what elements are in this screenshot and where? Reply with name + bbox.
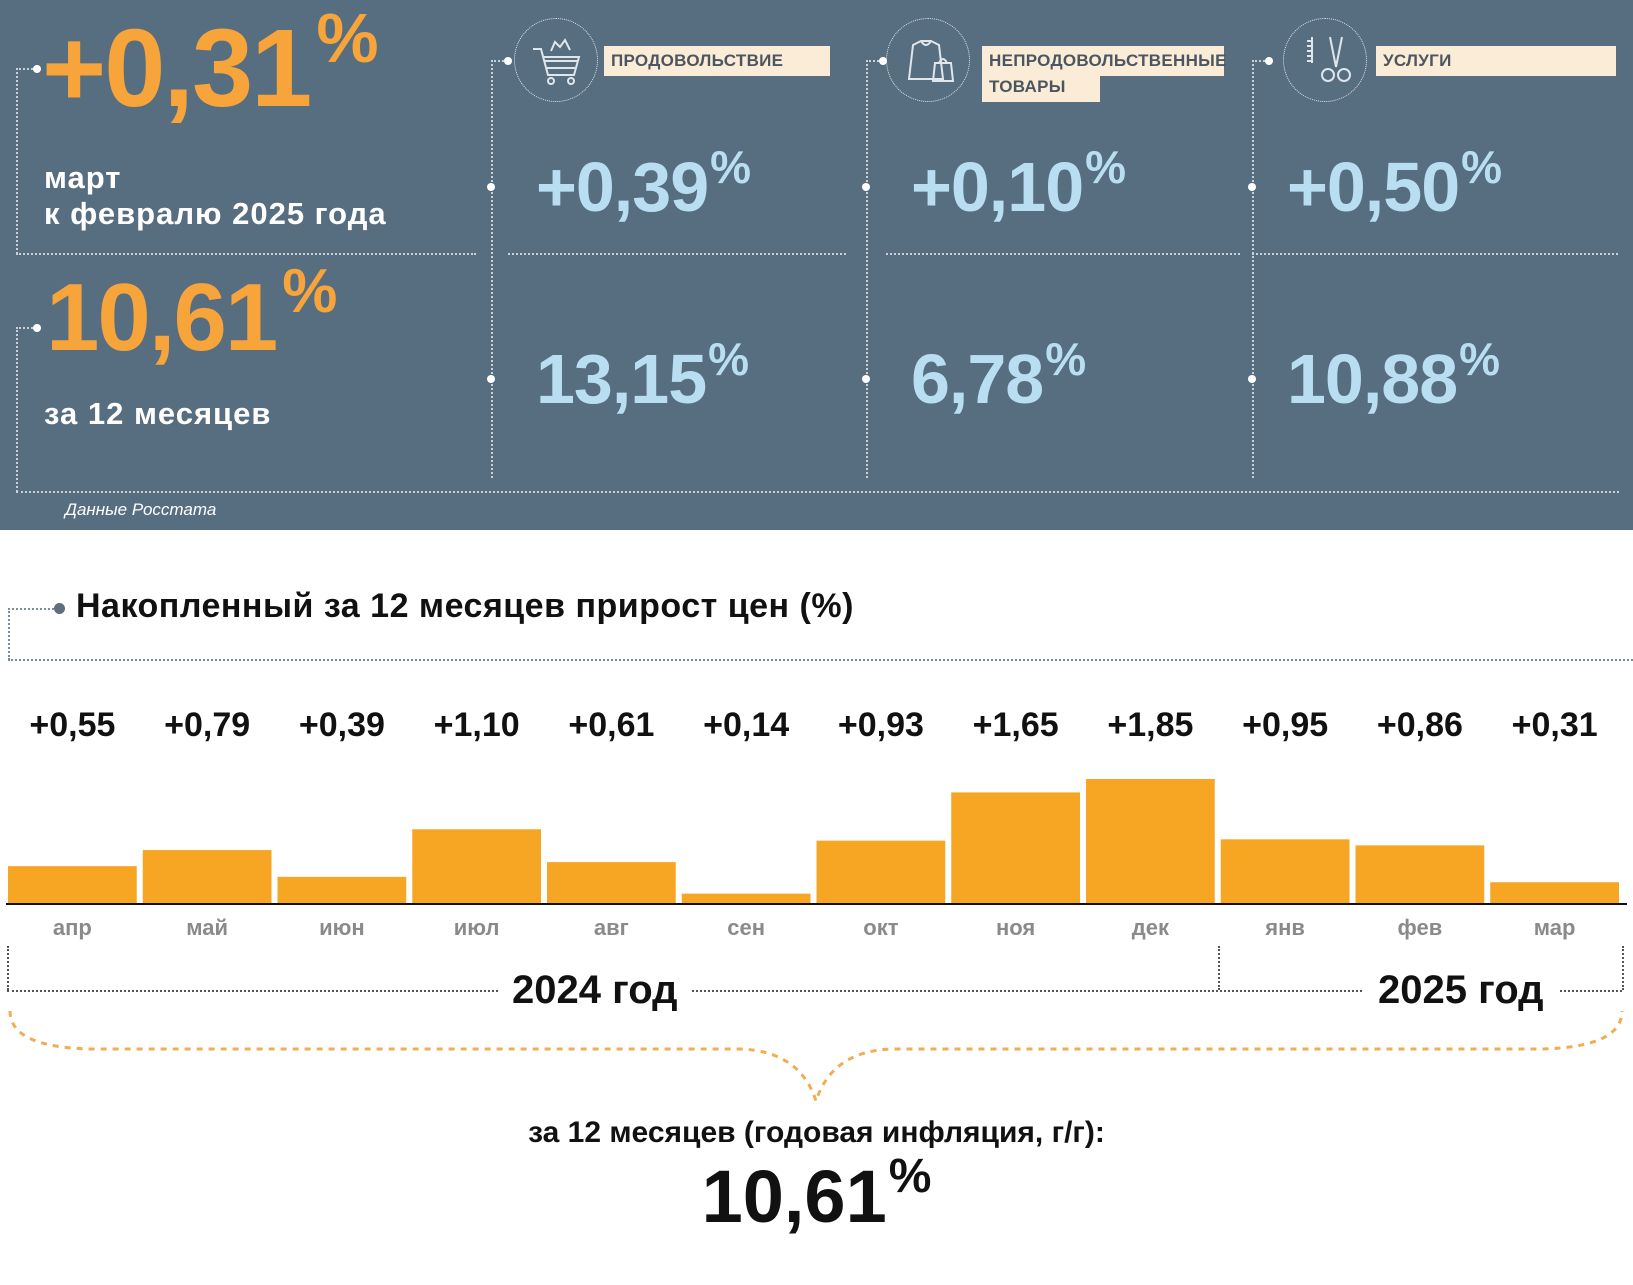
bar-июн <box>277 876 407 903</box>
bar-дек <box>1086 779 1215 903</box>
frame-line <box>1252 253 1618 255</box>
monthly-cpi-label: март к февралю 2025 года <box>44 160 387 231</box>
value-label-авг: +0,61 <box>568 706 654 744</box>
month-label-мар: мар <box>1534 915 1576 940</box>
frame-line <box>16 253 476 255</box>
frame-line <box>8 659 1633 661</box>
value-label-июн: +0,39 <box>299 706 385 744</box>
bar-окт <box>816 840 946 903</box>
category-label-nonfood-line2: ТОВАРЫ <box>982 72 1100 102</box>
connector-dot <box>487 183 495 191</box>
annual-cpi-value: 10,61% <box>46 257 337 371</box>
frame-line <box>886 253 1240 255</box>
connector-dot <box>504 57 512 65</box>
value-label-фев: +0,86 <box>1377 706 1463 744</box>
year-label-2024: 2024 год <box>498 968 692 1013</box>
value-label-апр: +0,55 <box>29 706 115 744</box>
nonfood-monthly-value: +0,10% <box>911 141 1126 226</box>
bar-апр <box>8 866 137 903</box>
month-label-авг: авг <box>594 915 629 940</box>
curly-brace <box>8 1010 1624 1105</box>
services-annual-value: 10,88% <box>1287 333 1500 418</box>
annual-cpi-label: за 12 месяцев <box>44 396 272 431</box>
frame-line <box>866 60 882 62</box>
frame-line <box>16 68 36 70</box>
category-label-food: ПРОДОВОЛЬСТВИЕ <box>604 46 830 76</box>
month-label-апр: апр <box>53 915 92 940</box>
month-label-янв: янв <box>1264 915 1305 940</box>
bar-сен <box>681 893 811 903</box>
frame-line <box>7 990 1622 992</box>
category-label-services: УСЛУГИ <box>1376 46 1616 76</box>
value-label-ноя: +1,65 <box>973 706 1059 744</box>
bar-ноя <box>951 792 1080 903</box>
frame-line <box>491 60 493 478</box>
scissors-comb-icon <box>1283 18 1367 102</box>
title-bullet <box>54 603 65 614</box>
chart-title: Накопленный за 12 месяцев прирост цен (%… <box>76 587 854 625</box>
bar-янв <box>1220 839 1350 903</box>
frame-line <box>491 60 507 62</box>
frame-line <box>1218 946 1220 990</box>
food-annual-value: 13,15% <box>536 333 749 418</box>
connector-dot <box>862 183 870 191</box>
connector-dot <box>33 324 41 332</box>
year-label-2025: 2025 год <box>1364 968 1558 1013</box>
month-label-фев: фев <box>1398 915 1443 940</box>
value-label-мар: +0,31 <box>1512 706 1598 744</box>
value-label-окт: +0,93 <box>838 706 924 744</box>
monthly-cpi-value: +0,31% <box>42 0 379 130</box>
monthly-cpi-bar-chart: +0,55 апр +0,79 май +0,39 июн +1,10 июл +0,61 авг… <box>6 706 1627 940</box>
connector-dot <box>33 65 41 73</box>
annual-inflation-caption: за 12 месяцев (годовая инфляция, г/г): <box>528 1116 1105 1149</box>
bar-мар <box>1490 882 1619 903</box>
connector-dot <box>1248 375 1256 383</box>
value-label-май: +0,79 <box>164 706 250 744</box>
frame-line <box>1252 60 1268 62</box>
frame-line <box>866 60 868 478</box>
frame-line <box>16 327 18 492</box>
clothing-bag-icon <box>886 18 970 102</box>
summary-panel: +0,31% март к февралю 2025 года 10,61% з… <box>0 0 1633 530</box>
bar-июл <box>412 829 541 903</box>
bar-май <box>142 850 272 903</box>
month-label-ноя: ноя <box>996 915 1035 940</box>
month-label-июн: июн <box>319 915 365 940</box>
connector-dot <box>879 57 887 65</box>
value-label-дек: +1,85 <box>1107 706 1193 744</box>
frame-line <box>1252 60 1254 478</box>
data-source-note: Данные Росстата <box>65 500 217 519</box>
frame-line <box>508 253 846 255</box>
frame-line <box>16 68 18 254</box>
month-label-май: май <box>186 915 228 940</box>
bar-авг <box>547 862 676 903</box>
value-label-янв: +0,95 <box>1242 706 1328 744</box>
frame-line <box>16 491 1619 493</box>
nonfood-annual-value: 6,78% <box>911 333 1086 418</box>
bar-фев <box>1355 845 1485 903</box>
value-label-июл: +1,10 <box>434 706 520 744</box>
food-monthly-value: +0,39% <box>536 141 751 226</box>
month-label-окт: окт <box>863 915 898 940</box>
frame-line <box>16 327 36 329</box>
month-label-дек: дек <box>1132 915 1170 940</box>
category-label-nonfood: НЕПРОДОВОЛЬСТВЕННЫЕ <box>982 46 1226 76</box>
month-label-сен: сен <box>727 915 765 940</box>
shopping-cart-icon <box>514 18 598 102</box>
frame-line <box>8 608 10 660</box>
month-label-июл: июл <box>454 915 500 940</box>
annual-inflation-value: 10,61% <box>701 1150 932 1238</box>
connector-dot <box>487 375 495 383</box>
value-label-сен: +0,14 <box>703 706 789 744</box>
services-monthly-value: +0,50% <box>1287 141 1502 226</box>
frame-line <box>8 608 54 610</box>
connector-dot <box>1248 183 1256 191</box>
frame-line <box>1622 946 1624 990</box>
connector-dot <box>1265 57 1273 65</box>
frame-line <box>7 946 9 990</box>
connector-dot <box>862 375 870 383</box>
